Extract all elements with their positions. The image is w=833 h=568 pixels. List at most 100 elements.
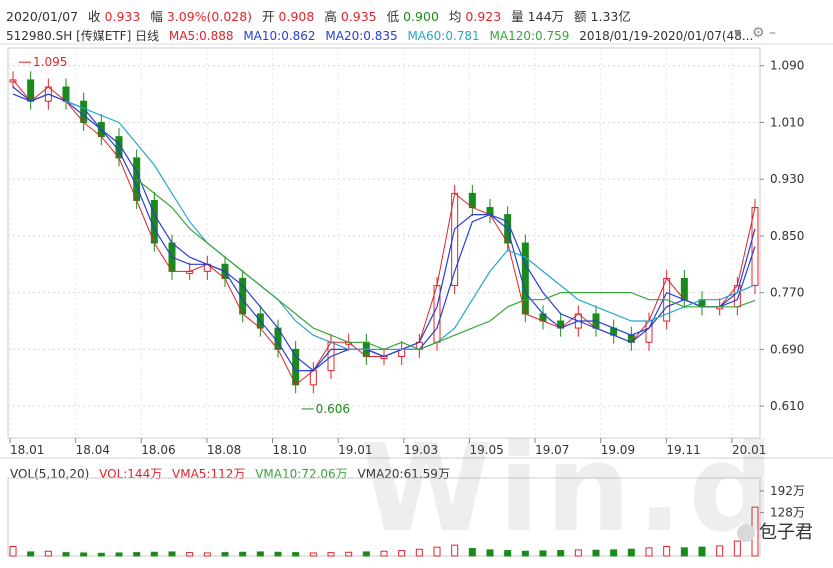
x-tick-label: 19.01 <box>338 443 372 457</box>
x-tick-label: 19.05 <box>469 443 503 457</box>
x-tick-label: 19.07 <box>535 443 569 457</box>
avg-label: 均 <box>448 9 462 24</box>
volume-bar <box>698 546 706 557</box>
vol-y-tick-label: 192万 <box>770 484 805 498</box>
extreme-label: 0.606 <box>316 402 350 416</box>
x-tick-label: 18.04 <box>76 443 110 457</box>
ma120-line <box>136 178 756 351</box>
volume-bar <box>539 550 547 557</box>
y-tick-label: 1.010 <box>770 115 804 129</box>
candle-body <box>150 199 158 244</box>
x-tick-label: 19.11 <box>666 443 700 457</box>
wechat-badge: 包子君 <box>737 518 813 544</box>
volume-bar <box>292 552 300 557</box>
y-tick-label: 0.610 <box>770 399 804 413</box>
volume-bar <box>80 552 88 557</box>
change-label: 幅 <box>150 9 163 24</box>
volume-bar <box>521 550 529 557</box>
volume-bar <box>380 550 388 557</box>
volume-bar <box>733 540 741 557</box>
price-plot-frame <box>7 47 761 439</box>
quote-date: 2020/01/07 <box>6 9 79 24</box>
volume-bar <box>274 551 282 557</box>
volume-bar <box>398 550 406 557</box>
wechat-icon <box>737 524 755 542</box>
volume-bar <box>592 549 600 557</box>
high-value: 0.935 <box>340 9 377 24</box>
minimize-icon[interactable]: – <box>769 25 776 41</box>
volume-bar <box>27 551 35 557</box>
close-label: 收 <box>88 9 101 24</box>
volume-bar <box>150 551 158 557</box>
ma60-line <box>65 100 756 350</box>
vol-y-tick-label: 128万 <box>770 506 805 520</box>
volume-bar <box>362 551 370 557</box>
ma5-line <box>12 79 756 386</box>
settings-icon[interactable]: ⚙ <box>752 25 765 41</box>
volume-bar <box>451 544 459 557</box>
ma120-legend: MA120:0.759 <box>489 29 570 43</box>
volume-bar <box>115 552 123 557</box>
x-tick-label: 18.08 <box>207 443 241 457</box>
indicator-bar: 512980.SH [传媒ETF] 日线 MA5:0.888 MA10:0.86… <box>6 27 759 44</box>
ma20-line <box>12 93 756 372</box>
high-label: 高 <box>324 9 337 24</box>
volume-bar <box>557 550 565 557</box>
volume-bar <box>309 552 317 557</box>
volume-bar <box>486 549 494 557</box>
volume-bar <box>327 552 335 557</box>
volume-value: 144万 <box>527 9 565 24</box>
volume-bar <box>133 552 141 557</box>
open-value: 0.908 <box>278 9 315 24</box>
date-range: 2018/01/19-2020/01/07(48... <box>579 29 754 43</box>
volume-bar <box>645 547 653 557</box>
volume-bar <box>44 550 52 557</box>
volume-bar <box>574 549 582 557</box>
avg-value: 0.923 <box>465 9 502 24</box>
ma20-legend: MA20:0.835 <box>325 29 398 43</box>
y-tick-label: 1.090 <box>770 59 804 73</box>
volume-bar <box>186 552 194 557</box>
volume-bar <box>663 546 671 557</box>
volume-bar <box>468 548 476 557</box>
change-value: 3.09%(0.028) <box>166 9 253 24</box>
volume-bar <box>610 549 618 557</box>
ma10-legend: MA10:0.862 <box>243 29 316 43</box>
volume-bar <box>203 552 211 557</box>
dropdown-icon[interactable]: ▾ <box>734 25 742 41</box>
volume-plot-frame <box>7 477 761 557</box>
volume-bar <box>221 552 229 557</box>
ma5-legend: MA5:0.888 <box>168 29 234 43</box>
x-tick-label: 18.01 <box>10 443 44 457</box>
extreme-label: 1.095 <box>33 55 67 69</box>
volume-bar <box>433 546 441 557</box>
quote-header: 2020/01/07 收 0.933 幅 3.09%(0.028) 开 0.90… <box>6 6 637 25</box>
amount-label: 额 <box>574 9 587 24</box>
volume-bar <box>256 551 264 557</box>
security-code[interactable]: 512980.SH [传媒ETF] 日线 <box>6 29 160 43</box>
close-value: 0.933 <box>104 9 141 24</box>
volume-bar <box>239 551 247 557</box>
volume-bar <box>97 552 105 557</box>
volume-bar <box>168 551 176 557</box>
low-label: 低 <box>386 9 400 24</box>
x-tick-label: 19.09 <box>601 443 635 457</box>
amount-value: 1.33亿 <box>590 9 631 24</box>
y-tick-label: 0.770 <box>770 286 804 300</box>
x-tick-label: 18.10 <box>273 443 307 457</box>
volume-bar <box>504 550 512 557</box>
y-tick-label: 0.850 <box>770 229 804 243</box>
badge-label: 包子君 <box>759 522 813 543</box>
y-tick-label: 0.690 <box>770 342 804 356</box>
x-tick-label: 20.01 <box>732 443 766 457</box>
volume-bar <box>62 552 70 557</box>
x-tick-label: 19.03 <box>404 443 438 457</box>
ma60-legend: MA60:0.781 <box>407 29 480 43</box>
volume-label: 量 <box>511 9 524 24</box>
candle-body <box>521 242 529 315</box>
open-label: 开 <box>262 9 275 24</box>
low-value: 0.900 <box>403 9 439 24</box>
volume-bar <box>415 548 423 557</box>
volume-bar <box>716 545 724 557</box>
